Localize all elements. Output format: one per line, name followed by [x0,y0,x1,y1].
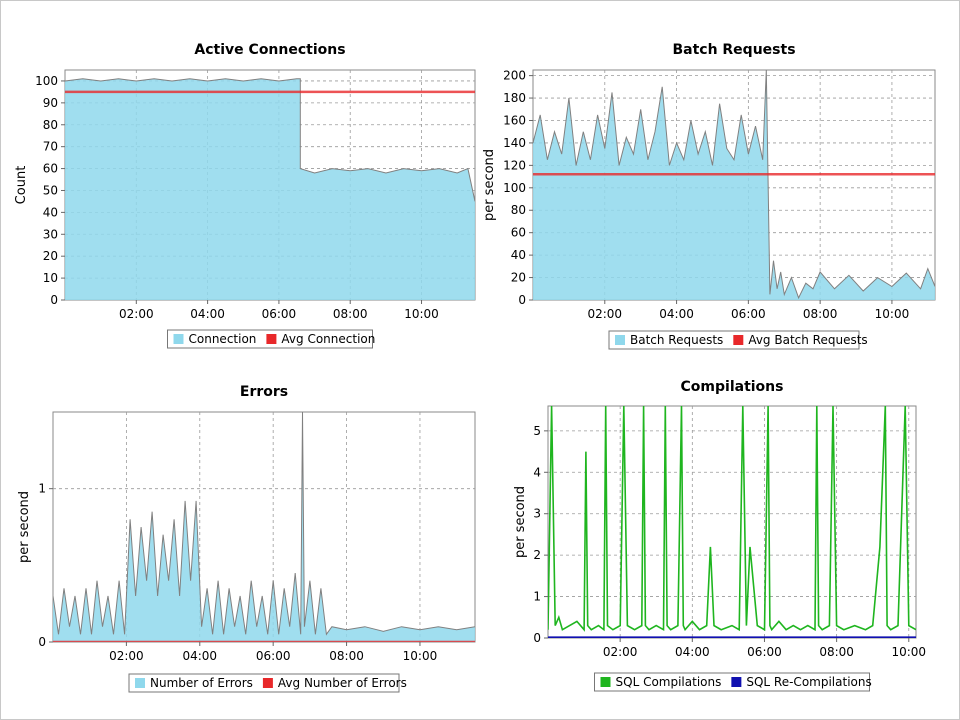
y-tick-label: 160 [503,113,526,127]
y-tick-label: 10 [43,271,58,285]
y-tick-label: 180 [503,91,526,105]
y-tick-label: 120 [503,158,526,172]
x-tick-label: 10:00 [891,645,926,659]
y-tick-label: 3 [533,507,541,521]
y-tick-label: 200 [503,69,526,83]
y-tick-label: 70 [43,140,58,154]
y-tick-label: 30 [43,227,58,241]
x-tick-label: 04:00 [182,649,217,663]
y-axis-label: Count [14,166,29,205]
y-tick-label: 80 [511,203,526,217]
y-tick-label: 5 [533,424,541,438]
chart-title: Errors [240,384,288,400]
legend: SQL Compilations SQL Re-Compilations [594,672,872,692]
x-tick-label: 04:00 [659,307,694,321]
series-area-0 [533,70,935,300]
x-tick-label: 10:00 [404,307,439,321]
series-line-0 [548,406,916,632]
y-tick-label: 4 [533,465,541,479]
series-area-0 [53,412,475,642]
x-tick-label: 08:00 [333,307,368,321]
legend-label: Avg Connection [281,332,375,346]
series-group [53,412,475,642]
x-tick-label: 10:00 [403,649,438,663]
x-tick-label: 04:00 [675,645,710,659]
legend-label: Avg Number of Errors [278,676,407,690]
y-axis-label: per second [17,491,32,563]
x-tick-label: 10:00 [875,307,910,321]
y-tick-label: 0 [518,293,526,307]
y-tick-label: 20 [43,249,58,263]
plot-area [547,405,917,639]
y-axis-label: per second [513,486,528,558]
y-tick-label: 1 [38,482,46,496]
plot-area [52,411,476,643]
x-tick-label: 06:00 [262,307,297,321]
chart-title: Compilations [681,379,784,395]
x-tick-label: 04:00 [190,307,225,321]
legend-swatch [266,334,277,344]
x-tick-label: 06:00 [731,307,766,321]
x-tick-label: 02:00 [109,649,144,663]
chart-2: Errors 02:00 04:00 06:00 08:00 10:00 0 1 per sec… [17,384,476,693]
chart-title: Active Connections [194,42,345,58]
x-tick-label: 06:00 [747,645,782,659]
x-tick-label: 02:00 [587,307,622,321]
y-tick-label: 0 [533,631,541,645]
y-tick-label: 0 [38,635,46,649]
y-tick-label: 2 [533,548,541,562]
legend-swatch [731,677,742,687]
series-area-0 [65,78,475,300]
y-tick-label: 90 [43,96,58,110]
legend-swatch [600,677,611,687]
legend-label: SQL Re-Compilations [746,675,871,689]
x-tick-label: 02:00 [119,307,154,321]
x-tick-label: 08:00 [819,645,854,659]
legend-swatch [173,334,184,344]
x-tick-label: 02:00 [603,645,638,659]
x-tick-label: 08:00 [803,307,838,321]
y-tick-label: 60 [511,226,526,240]
y-tick-label: 80 [43,118,58,132]
chart-3: Compilations 02:00 04:00 06:00 08:00 10:00 0 1 2… [513,379,926,692]
series-group [65,78,475,300]
series-outline-0 [53,412,475,636]
legend-label: Number of Errors [150,676,253,690]
legend-label: Avg Batch Requests [748,333,867,347]
series-outline-0 [65,78,475,202]
legend-label: SQL Compilations [616,675,722,689]
legend: Connection Avg Connection [167,329,375,349]
y-tick-label: 1 [533,590,541,604]
legend-swatch [615,335,625,345]
series-group [533,70,935,300]
y-tick-label: 100 [503,181,526,195]
y-tick-label: 50 [43,183,58,197]
y-tick-label: 140 [503,136,526,150]
legend-swatch [135,678,145,688]
chart-1: Batch Requests 02:00 04:00 06:00 08:00 10:00 0… [482,42,936,350]
chart-title: Batch Requests [672,42,795,58]
y-tick-label: 40 [511,248,526,262]
legend-label: Batch Requests [630,333,723,347]
series-group [548,406,916,638]
y-tick-label: 100 [35,74,58,88]
y-axis-label: per second [482,149,497,221]
x-tick-label: 08:00 [329,649,364,663]
y-tick-label: 0 [50,293,58,307]
legend: Batch Requests Avg Batch Requests [608,330,868,350]
chart-0: Active Connections 02:00 04:00 06:00 08:00 10… [14,42,476,349]
series-outline-0 [533,70,935,300]
legend-label: Connection [189,332,257,346]
legend: Number of Errors Avg Number of Errors [128,673,407,693]
y-tick-label: 60 [43,162,58,176]
y-tick-label: 20 [511,271,526,285]
y-tick-label: 40 [43,205,58,219]
legend-swatch [262,678,273,688]
legend-swatch [733,335,744,345]
x-tick-label: 06:00 [256,649,291,663]
